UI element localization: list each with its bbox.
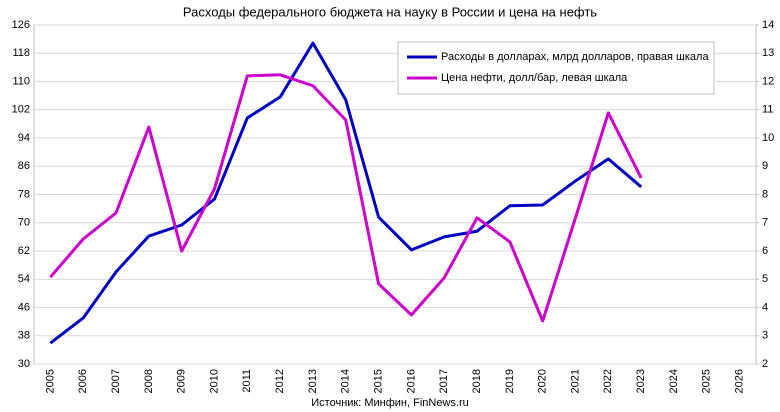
y-tick-label: 54	[18, 273, 30, 285]
x-tick-label: 2012	[274, 369, 286, 393]
y2-tick-label: 14	[762, 19, 774, 31]
y-tick-label: 46	[18, 301, 30, 313]
y2-tick-label: 3	[762, 330, 768, 342]
x-tick-label: 2008	[143, 369, 155, 393]
legend-label: Расходы в долларах, млрд долларов, права…	[441, 51, 709, 63]
x-tick-label: 2020	[537, 369, 549, 393]
x-tick-label: 2019	[504, 369, 516, 393]
y2-tick-label: 13	[762, 47, 774, 59]
x-tick-label: 2011	[241, 369, 253, 393]
y2-tick-label: 2	[762, 358, 768, 370]
y-tick-label: 38	[18, 330, 30, 342]
y-tick-label: 110	[12, 75, 30, 87]
y-tick-label: 102	[12, 104, 30, 116]
x-tick-label: 2014	[340, 369, 352, 393]
x-tick-label: 2022	[602, 369, 614, 393]
y2-tick-label: 10	[762, 132, 774, 144]
y-tick-label: 30	[18, 358, 30, 370]
x-tick-label: 2023	[635, 369, 647, 393]
y-tick-label: 70	[18, 217, 30, 229]
y2-tick-label: 5	[762, 273, 768, 285]
x-tick-label: 2017	[438, 369, 450, 393]
y2-tick-label: 9	[762, 160, 768, 172]
y-tick-label: 126	[12, 19, 30, 31]
x-tick-label: 2016	[405, 369, 417, 393]
y2-tick-label: 4	[762, 301, 768, 313]
x-tick-label: 2018	[471, 369, 483, 393]
legend-box	[397, 41, 715, 95]
y2-tick-label: 12	[762, 75, 774, 87]
x-tick-label: 2010	[208, 369, 220, 393]
x-tick-label: 2026	[733, 369, 745, 393]
series-line	[49, 73, 643, 323]
y-tick-label: 62	[18, 245, 30, 257]
y2-tick-label: 7	[762, 217, 768, 229]
y2-tick-label: 6	[762, 245, 768, 257]
y-tick-label: 86	[18, 160, 30, 172]
source: Источник: Минфин, FinNews.ru	[311, 397, 468, 409]
series-line	[49, 41, 643, 345]
y2-tick-label: 8	[762, 188, 768, 200]
chart-title: Расходы федерального бюджета на науку в …	[183, 4, 597, 19]
x-tick-label: 2015	[372, 369, 384, 393]
x-tick-label: 2009	[176, 369, 188, 393]
y2-tick-label: 11	[762, 104, 773, 116]
y-tick-label: 118	[12, 47, 30, 59]
y-tick-label: 78	[18, 188, 30, 200]
x-tick-label: 2013	[307, 369, 319, 393]
x-tick-label: 2021	[569, 369, 581, 393]
x-tick-label: 2005	[44, 369, 56, 393]
y-tick-label: 94	[18, 132, 30, 144]
x-tick-label: 2024	[668, 369, 680, 393]
legend-label: Цена нефти, долл/бар, левая шкала	[441, 72, 628, 84]
x-tick-label: 2025	[701, 369, 713, 393]
x-tick-label: 2006	[77, 369, 89, 393]
x-tick-label: 2007	[110, 369, 122, 393]
